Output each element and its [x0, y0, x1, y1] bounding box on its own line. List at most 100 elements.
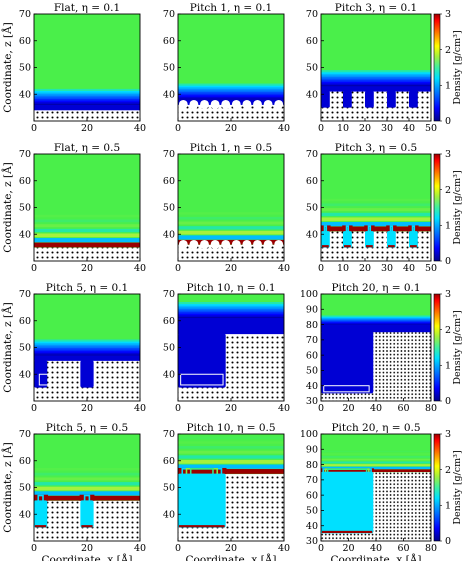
colorbar-tick-label: 0	[445, 256, 451, 267]
y-tick-label: 40	[163, 89, 175, 100]
plot-area	[321, 14, 431, 121]
panel-6: Pitch 3, η = 0.5 0 10 20 30 40 50 40 50 60 70 0 1 2 3D…	[306, 142, 463, 274]
y-tick-label: 40	[19, 229, 31, 240]
x-tick-label: 20	[225, 123, 237, 134]
x-tick-label: 0	[318, 403, 324, 414]
depletion-band	[321, 316, 431, 318]
y-tick-label: 60	[163, 316, 175, 327]
y-tick-label: 50	[19, 63, 31, 74]
y-tick-label: 30	[306, 396, 318, 407]
layer-band	[34, 482, 140, 486]
plot-area	[34, 294, 140, 401]
colorbar-label: Density [g/cm³]	[452, 30, 463, 104]
depletion-band	[178, 316, 284, 319]
groove-bottom-layer	[35, 525, 47, 528]
layer-band	[321, 208, 431, 212]
layer-band	[178, 212, 284, 215]
wall-solid	[34, 110, 140, 121]
panel-10: Pitch 5, η = 0.5 0 20 40 40 50 60 70 Coordinate,…	[0, 422, 146, 561]
colorbar-tick-label: 1	[445, 361, 451, 372]
groove-cavity	[409, 231, 418, 248]
groove-cavity	[321, 91, 330, 108]
groove-cavity	[387, 231, 396, 248]
depletion-band	[178, 308, 284, 311]
wall-bump	[210, 239, 220, 249]
wall-bump	[178, 239, 188, 249]
depletion-band	[178, 89, 284, 93]
depletion-band	[321, 70, 431, 73]
wall-bump	[231, 99, 241, 109]
panel-title: Pitch 5, η = 0.5	[46, 422, 128, 434]
groove-cavity	[343, 231, 352, 248]
layer-band	[34, 228, 140, 233]
y-tick-label: 70	[19, 429, 31, 440]
y-tick-label: 50	[19, 483, 31, 494]
x-tick-label: 40	[370, 543, 382, 554]
layer-band	[34, 219, 140, 223]
x-tick-label: 40	[278, 263, 290, 274]
y-tick-label: 30	[306, 536, 318, 547]
y-tick-label: 40	[306, 381, 318, 392]
groove-cavity	[80, 500, 94, 528]
plot-area	[34, 434, 140, 541]
wall-solid	[34, 247, 140, 261]
layer-band	[178, 226, 284, 230]
depletion-band	[321, 73, 431, 76]
panel-title: Pitch 20, η = 0.1	[331, 282, 420, 294]
y-tick-label: 70	[163, 149, 175, 160]
y-tick-label: 60	[306, 36, 318, 47]
depletion-band	[34, 349, 140, 352]
depletion-band	[321, 317, 431, 319]
layer-band	[34, 491, 140, 496]
x-tick-label: 20	[342, 403, 354, 414]
y-tick-label: 50	[163, 63, 175, 74]
x-tick-label: 0	[318, 263, 324, 274]
layer-band	[321, 212, 431, 217]
y-tick-label: 60	[19, 176, 31, 187]
depletion-band	[321, 81, 431, 84]
y-tick-label: 70	[306, 149, 318, 160]
x-tick-label: 0	[31, 263, 37, 274]
depletion-band	[321, 323, 431, 326]
colorbar-tick-label: 2	[445, 325, 451, 336]
y-tick-label: 50	[19, 203, 31, 214]
depletion-band	[34, 95, 140, 98]
x-tick-label: 40	[403, 263, 415, 274]
wall-bump	[253, 99, 262, 109]
colorbar	[433, 293, 441, 402]
layer-band	[178, 230, 284, 235]
groove-cavity	[321, 231, 330, 248]
x-tick-label: 20	[225, 543, 237, 554]
groove-bottom-layer	[179, 525, 225, 528]
y-tick-label: 50	[306, 366, 318, 377]
analysis-box	[323, 385, 370, 393]
groove-cavity	[321, 471, 374, 534]
wall-bump	[178, 99, 188, 109]
depletion-band	[321, 76, 431, 79]
colorbar-label: Density [g/cm³]	[452, 310, 463, 384]
plot-area	[178, 14, 284, 121]
y-tick-label: 60	[306, 490, 318, 501]
depletion-band	[34, 103, 140, 106]
wall-bump	[210, 99, 220, 109]
x-tick-label: 30	[381, 263, 393, 274]
y-tick-label: 60	[163, 456, 175, 467]
depletion-band	[321, 83, 431, 86]
depletion-band	[34, 352, 140, 355]
groove-bottom-layer	[81, 525, 93, 528]
layer-band	[178, 450, 284, 454]
layer-band	[34, 495, 140, 501]
colorbar-tick-label: 3	[445, 149, 451, 160]
y-tick-label: 90	[306, 304, 318, 315]
groove-cavity	[80, 360, 94, 388]
plot-area	[178, 294, 284, 401]
x-tick-label: 20	[342, 543, 354, 554]
depletion-band	[178, 96, 284, 99]
x-tick-label: 0	[175, 123, 181, 134]
depletion-band	[34, 90, 140, 93]
wall-bump	[221, 99, 231, 109]
groove-bottom-layer	[322, 245, 329, 248]
y-tick-label: 100	[300, 289, 318, 300]
x-axis-label: Coordinate, x [Å]	[186, 552, 277, 561]
x-tick-label: 0	[175, 543, 181, 554]
